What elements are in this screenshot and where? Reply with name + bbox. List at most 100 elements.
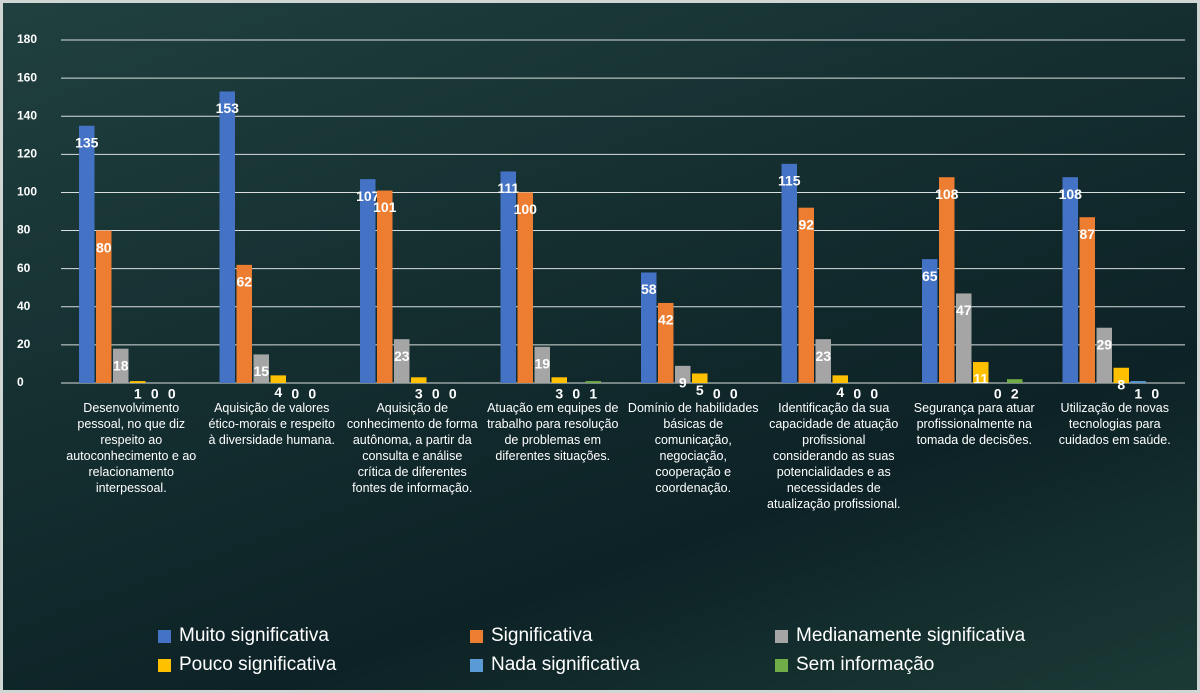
bar [96, 230, 112, 383]
bar [113, 348, 129, 383]
y-tick-label: 120 [17, 147, 37, 161]
x-tick-label: Aquisição de conhecimento de forma autôn… [346, 401, 478, 495]
data-label: 0 [291, 386, 299, 402]
data-label: 153 [216, 100, 240, 116]
bar [79, 125, 95, 383]
bar [641, 272, 657, 383]
bar [781, 163, 797, 383]
legend-swatch [470, 658, 483, 672]
x-tick-label: Atuação em equipes de trabalho para reso… [487, 401, 619, 463]
bar [500, 171, 516, 383]
bar [270, 375, 286, 383]
data-label: 108 [935, 186, 959, 202]
data-label: 101 [373, 199, 397, 215]
bar [815, 339, 831, 383]
x-tick-label: Aquisição de valores ético-morais e resp… [208, 401, 335, 447]
data-label: 4 [274, 384, 282, 400]
y-tick-label: 160 [17, 70, 37, 84]
data-label: 0 [870, 386, 878, 402]
y-tick-label: 80 [17, 223, 31, 237]
y-tick-label: 40 [17, 299, 31, 313]
bar [1079, 217, 1095, 383]
data-label: 58 [641, 281, 657, 297]
legend-swatch [775, 658, 788, 672]
data-label: 0 [449, 386, 457, 402]
legend-swatch [470, 629, 483, 643]
legend-label: Pouco significativa [179, 654, 337, 675]
data-label: 87 [1079, 226, 1095, 242]
bar [1130, 381, 1146, 383]
data-label: 18 [113, 357, 129, 373]
data-label: 42 [658, 312, 674, 328]
data-label: 3 [415, 386, 423, 402]
legend-swatch [158, 658, 171, 672]
data-label: 23 [394, 348, 410, 364]
data-label: 15 [253, 363, 269, 379]
x-tick-label: Desenvolvimento pessoal, no que diz resp… [66, 401, 197, 495]
data-label: 1 [1134, 386, 1142, 402]
data-label: 100 [514, 201, 538, 217]
data-label: 135 [75, 134, 99, 150]
bar [236, 264, 252, 383]
data-label: 8 [1117, 376, 1125, 392]
data-label: 111 [497, 180, 519, 196]
legend-label: Medianamente significativa [796, 625, 1026, 646]
legend-label: Nada significativa [491, 654, 640, 675]
legend-item: Significativa [470, 625, 592, 647]
bar [922, 259, 938, 383]
data-label: 62 [236, 274, 252, 290]
data-label: 23 [815, 348, 831, 364]
x-tick-label: Segurança para atuar profissionalmente n… [913, 401, 1035, 447]
data-label: 0 [572, 386, 580, 402]
data-label: 107 [356, 188, 380, 204]
y-tick-label: 180 [17, 32, 37, 46]
data-label: 1 [134, 386, 142, 402]
data-label: 65 [922, 268, 938, 284]
legend-label: Muito significativa [179, 625, 329, 646]
bar [360, 179, 376, 383]
bar [1113, 367, 1129, 383]
bar [798, 207, 814, 383]
bar [551, 377, 567, 383]
data-label: 0 [730, 386, 738, 402]
legend-item: Medianamente significativa [775, 625, 1025, 647]
y-tick-label: 0 [17, 375, 24, 389]
bar [939, 177, 955, 383]
y-tick-label: 20 [17, 337, 31, 351]
legend-label: Significativa [491, 625, 593, 646]
data-label: 11 [973, 371, 988, 387]
bar [675, 365, 691, 383]
y-tick-label: 60 [17, 261, 31, 275]
data-label: 0 [853, 386, 861, 402]
data-label: 115 [778, 173, 801, 189]
data-label: 3 [555, 386, 563, 402]
data-label: 2 [1011, 386, 1019, 402]
data-label: 0 [151, 386, 159, 402]
bar [692, 373, 708, 383]
data-label: 1 [589, 386, 597, 402]
data-label: 4 [836, 384, 844, 400]
data-label: 0 [308, 386, 316, 402]
bar [585, 381, 601, 383]
bar [973, 362, 989, 383]
bar [658, 302, 674, 383]
data-label: 19 [534, 355, 550, 371]
bar [411, 377, 427, 383]
bar [832, 375, 848, 383]
data-label: 47 [956, 302, 972, 318]
data-label: 0 [713, 386, 721, 402]
data-label: 0 [168, 386, 176, 402]
bar [956, 293, 972, 383]
y-tick-label: 140 [17, 108, 37, 122]
bar [517, 192, 533, 383]
data-label: 9 [679, 375, 687, 391]
data-label: 80 [96, 239, 112, 255]
x-tick-label: Domínio de habilidades básicas de comuni… [627, 401, 759, 495]
data-label: 92 [798, 216, 814, 232]
x-tick-label: Utilização de novas tecnologias para cui… [1058, 401, 1171, 447]
data-label: 0 [432, 386, 440, 402]
bar [377, 190, 393, 383]
bar [394, 339, 410, 383]
